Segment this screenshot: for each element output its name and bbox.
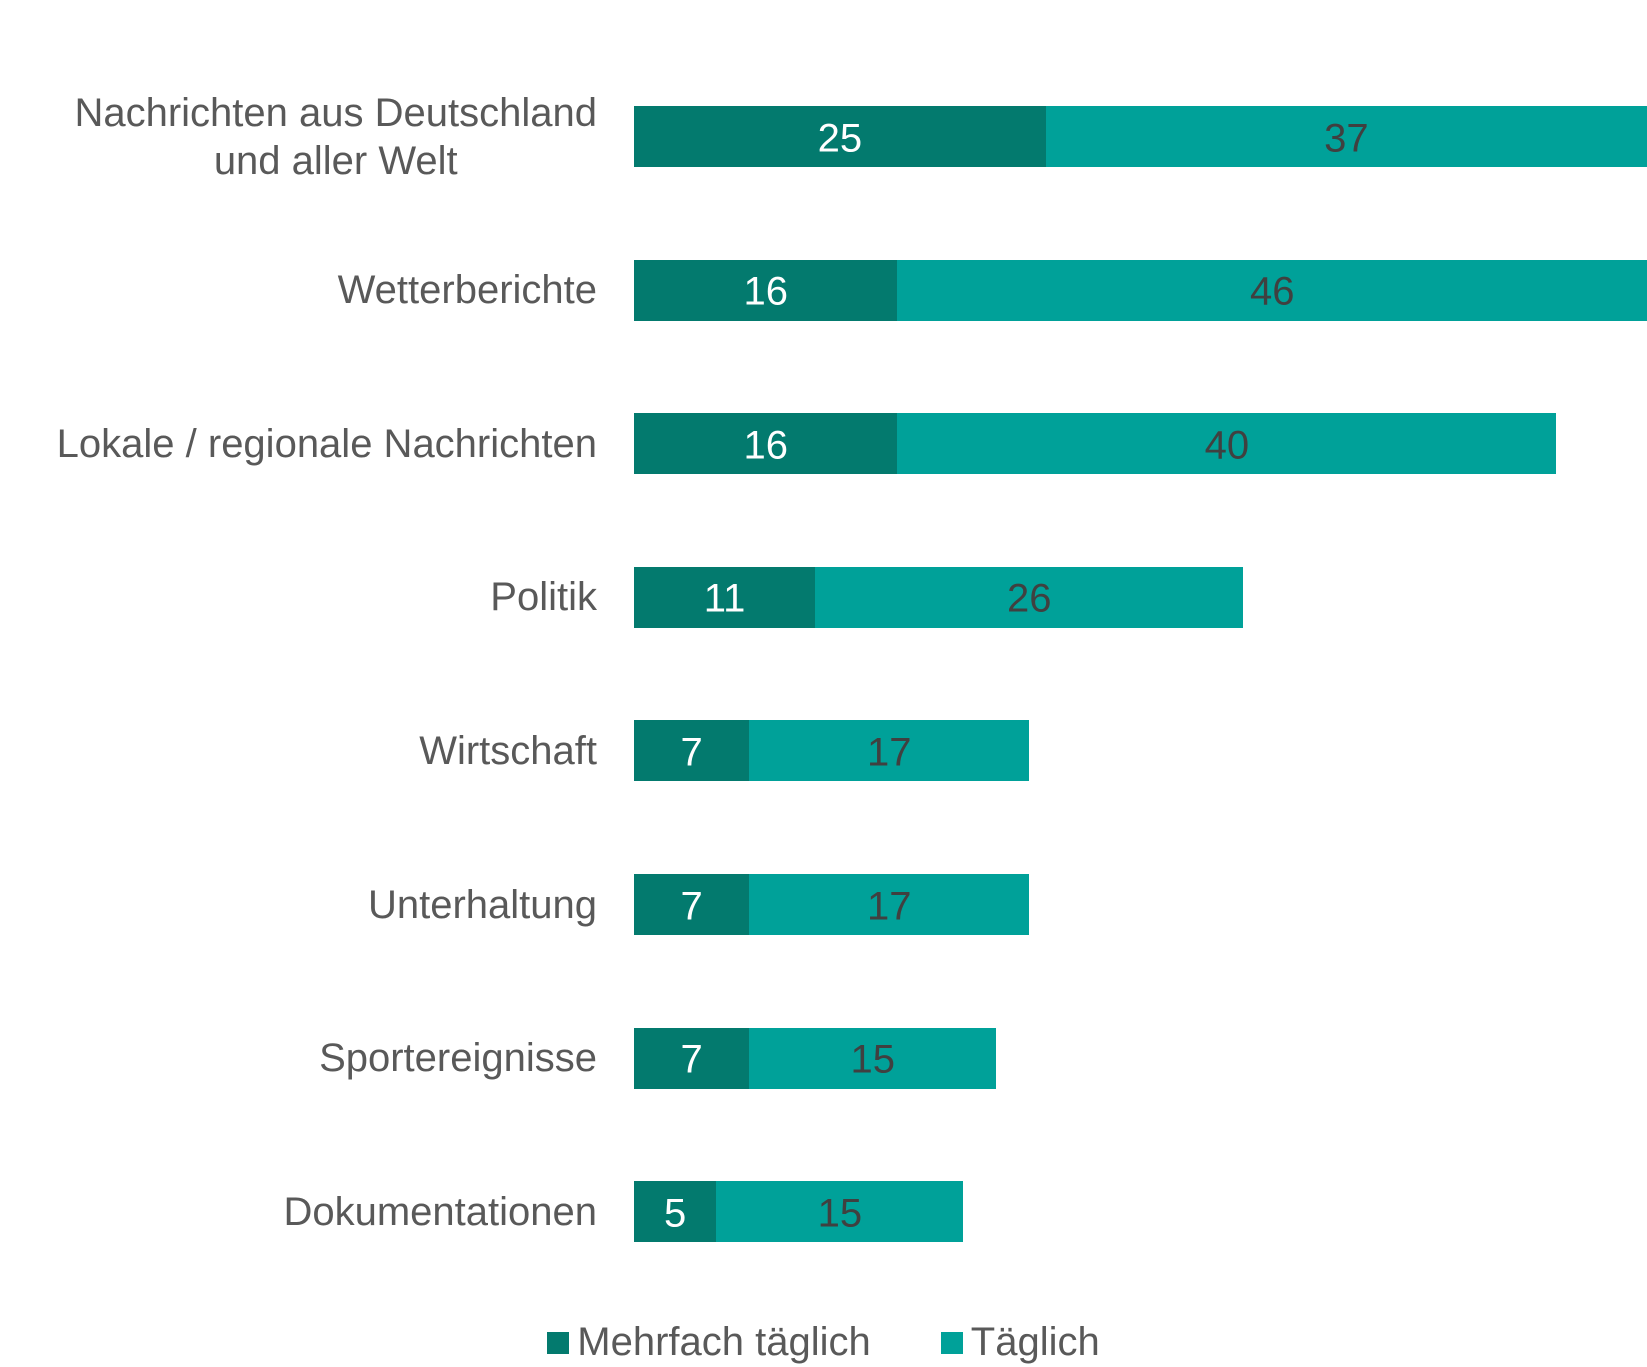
value-label: 46 xyxy=(1249,269,1295,314)
value-label: 16 xyxy=(743,269,788,314)
legend-swatch xyxy=(940,1331,963,1354)
bar-segment xyxy=(1045,106,1647,167)
bar-segment xyxy=(634,1181,717,1243)
bar-segment xyxy=(634,566,816,628)
bar-segment xyxy=(634,874,750,935)
value-label: 15 xyxy=(850,1037,896,1082)
legend-item: Mehrfach täglich xyxy=(547,1320,871,1365)
value-label: 16 xyxy=(743,423,788,468)
bar-segment xyxy=(815,566,1244,628)
category-label: Wetterberichte xyxy=(337,268,597,313)
value-label: 26 xyxy=(1006,576,1052,621)
value-label: 17 xyxy=(867,884,912,928)
category-label: Lokale / regionale Nachrichten xyxy=(56,421,597,466)
category-label: Wirtschaft xyxy=(419,728,597,773)
value-label: 17 xyxy=(867,730,912,775)
value-label: 7 xyxy=(680,730,703,775)
bar-segment xyxy=(634,259,898,321)
category-label: Politik xyxy=(490,575,597,620)
legend-label: Täglich xyxy=(970,1320,1100,1364)
value-label: 11 xyxy=(703,576,746,621)
legend-label: Mehrfach täglich xyxy=(577,1320,871,1364)
bar-segment xyxy=(634,106,1046,167)
category-label: Dokumentationen xyxy=(283,1189,597,1234)
value-label: 37 xyxy=(1324,116,1369,160)
bar-segment xyxy=(897,259,1647,321)
bar-segment xyxy=(749,720,1030,782)
bar-segment xyxy=(749,1027,997,1089)
bar-segment xyxy=(634,720,750,782)
bar-segment xyxy=(634,413,898,475)
bar-segment xyxy=(716,1181,964,1243)
value-label: 40 xyxy=(1204,423,1250,468)
category-label: Unterhaltung xyxy=(367,882,597,927)
value-label: 7 xyxy=(680,1037,703,1082)
bar-segment xyxy=(634,1027,750,1089)
bar-segment xyxy=(897,413,1557,475)
value-label: 7 xyxy=(680,884,703,928)
legend: Mehrfach täglich Täglich xyxy=(0,1320,1647,1365)
category-label: Nachrichten aus Deutschland und aller We… xyxy=(74,90,597,183)
value-label: 5 xyxy=(664,1191,687,1236)
bar-segment xyxy=(749,874,1030,935)
category-label: Sportereignisse xyxy=(319,1036,597,1081)
legend-item: Täglich xyxy=(940,1320,1100,1365)
value-label: 25 xyxy=(817,116,863,160)
legend-swatch xyxy=(547,1331,570,1354)
value-label: 15 xyxy=(817,1191,863,1236)
